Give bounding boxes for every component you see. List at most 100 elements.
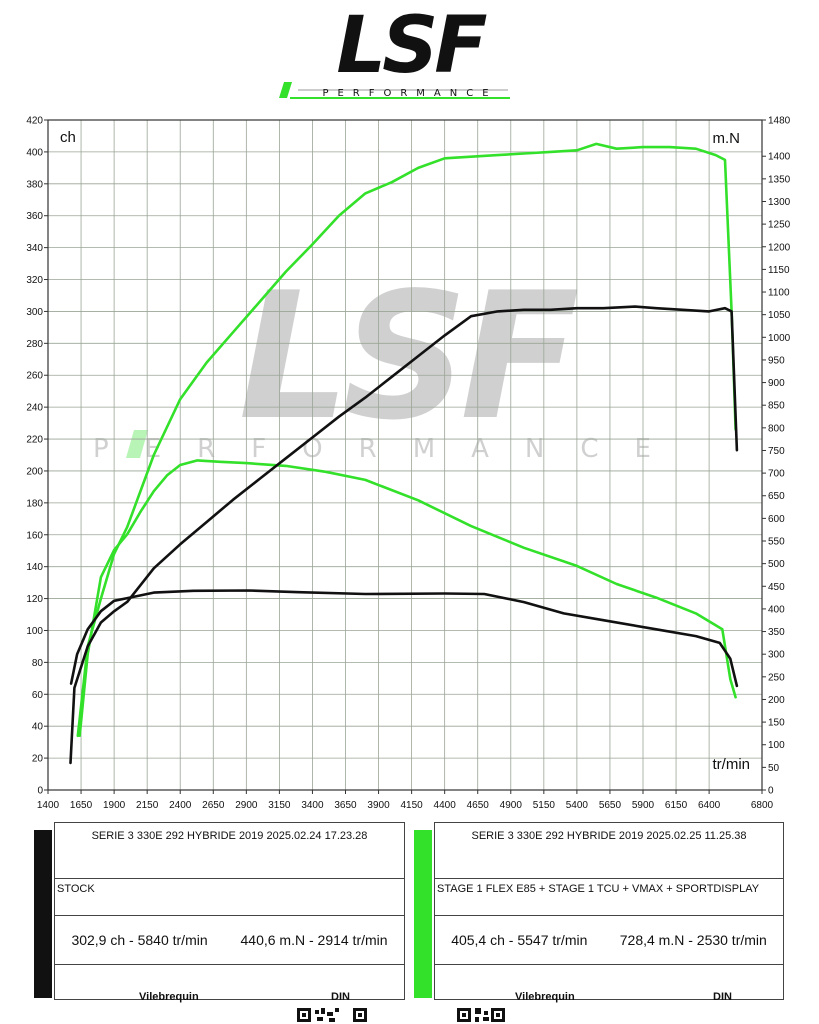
series-swatch-green (414, 830, 432, 998)
left-tick-label: 340 (26, 243, 43, 254)
series-line-green-left (76, 142, 737, 738)
right-tick-label: 100 (768, 740, 785, 751)
right-tick-label: 150 (768, 718, 785, 729)
run-header: SERIE 3 330E 292 HYBRIDE 2019 2025.02.24… (55, 823, 404, 879)
left-tick-label: 420 (26, 116, 43, 127)
right-tick-label: 200 (768, 695, 785, 706)
x-axis-ticks: 1400 1650 1900 2150 2400 2650 2900 3150 3400 3650… (37, 790, 774, 811)
left-axis-label: ch (60, 129, 76, 146)
plot-frame (47, 119, 763, 791)
x-tick-label: 3650 (334, 800, 357, 811)
right-tick-label: 50 (768, 763, 780, 774)
left-tick-label: 400 (26, 147, 43, 158)
x-tick-label: 2900 (235, 800, 258, 811)
chart-series (69, 142, 739, 765)
left-tick-label: 160 (26, 530, 43, 541)
logo-text: LSF (336, 10, 487, 91)
qr-code-left (297, 1008, 367, 1022)
left-tick-label: 140 (26, 562, 43, 573)
x-tick-label: 3400 (301, 800, 324, 811)
left-tick-label: 380 (26, 179, 43, 190)
left-tick-label: 320 (26, 275, 43, 286)
left-axis-ticks: 0 20 40 60 80 100 120 140 160 180 200 220 240 260 280 3… (26, 116, 48, 797)
x-tick-label: 1650 (70, 800, 93, 811)
right-tick-label: 700 (768, 469, 785, 480)
right-tick-label: 600 (768, 514, 785, 525)
series-line-green-right (78, 459, 737, 738)
footer-standard: DIN (331, 991, 350, 1003)
left-tick-label: 120 (26, 594, 43, 605)
watermark: LSF PERFORMANCE (93, 256, 687, 464)
right-tick-label: 450 (768, 582, 785, 593)
left-tick-label: 100 (26, 626, 43, 637)
right-tick-label: 300 (768, 650, 785, 661)
watermark-green-slash (126, 430, 148, 458)
run-config: STOCK (57, 883, 95, 895)
x-tick-label: 6400 (698, 800, 721, 811)
peak-power: 405,4 ch - 5547 tr/min (451, 932, 588, 948)
right-tick-label: 0 (768, 786, 774, 797)
left-tick-label: 360 (26, 211, 43, 222)
x-tick-label: 4400 (434, 800, 457, 811)
footer-standard: DIN (713, 991, 732, 1003)
right-tick-label: 800 (768, 423, 785, 434)
x-tick-label: 6150 (665, 800, 688, 811)
right-tick-label: 400 (768, 604, 785, 615)
right-tick-label: 1400 (768, 152, 791, 163)
watermark-text: LSF (238, 256, 578, 459)
x-tick-label: 5150 (533, 800, 556, 811)
x-tick-label: 5900 (632, 800, 655, 811)
right-tick-label: 1100 (768, 288, 790, 299)
right-tick-label: 1350 (768, 174, 791, 185)
right-tick-label: 550 (768, 537, 785, 548)
x-tick-label: 4150 (400, 800, 423, 811)
left-tick-label: 200 (26, 466, 43, 477)
left-tick-label: 40 (32, 722, 44, 733)
logo-subtext: PERFORMANCE (322, 88, 497, 99)
series-line-black-left (69, 305, 739, 765)
right-tick-label: 1150 (768, 265, 790, 276)
right-tick-label: 250 (768, 672, 785, 683)
right-tick-label: 750 (768, 446, 785, 457)
left-tick-label: 180 (26, 498, 43, 509)
right-tick-label: 350 (768, 627, 785, 638)
plot-border (47, 119, 763, 791)
run-values: 405,4 ch - 5547 tr/min 728,4 m.N - 2530 … (435, 915, 783, 965)
run-config: STAGE 1 FLEX E85 + STAGE 1 TCU + VMAX + … (437, 883, 760, 895)
x-tick-label: 2150 (136, 800, 159, 811)
x-tick-label: 5400 (566, 800, 589, 811)
right-tick-label: 650 (768, 491, 785, 502)
right-axis-ticks: 0 50 100 150 200 250 300 350 400 450 500 550 600 650 7… (762, 116, 791, 797)
x-axis-label: tr/min (713, 756, 751, 773)
x-tick-label: 5650 (599, 800, 622, 811)
x-tick-label: 3900 (367, 800, 390, 811)
right-tick-label: 1200 (768, 242, 791, 253)
left-tick-label: 20 (32, 754, 44, 765)
x-tick-label: 3150 (268, 800, 291, 811)
dyno-chart: LSF PERFORMANCE 1400 1650 1900 2150 2400 2650… (26, 116, 791, 812)
peak-torque: 728,4 m.N - 2530 tr/min (619, 932, 767, 948)
footer-crankshaft: Vilebrequin (139, 991, 199, 1003)
run-info-box: SERIE 3 330E 292 HYBRIDE 2019 2025.02.25… (434, 822, 784, 1003)
right-tick-label: 900 (768, 378, 785, 389)
x-tick-label: 6800 (751, 800, 774, 811)
left-tick-label: 0 (37, 786, 43, 797)
qr-code-right (457, 1008, 505, 1022)
footer-crankshaft: Vilebrequin (515, 991, 575, 1003)
run-values: 302,9 ch - 5840 tr/min 440,6 m.N - 2914 … (55, 915, 404, 965)
x-tick-label: 4650 (467, 800, 490, 811)
peak-torque: 440,6 m.N - 2914 tr/min (240, 932, 388, 948)
run-card-stock: SERIE 3 330E 292 HYBRIDE 2019 2025.02.24… (34, 822, 405, 1003)
logo-green-slash (279, 82, 292, 98)
left-tick-label: 260 (26, 371, 43, 382)
run-header: SERIE 3 330E 292 HYBRIDE 2019 2025.02.25… (435, 823, 783, 879)
x-tick-label: 1900 (103, 800, 126, 811)
left-tick-label: 280 (26, 339, 43, 350)
left-tick-label: 300 (26, 307, 43, 318)
x-tick-label: 1400 (37, 800, 60, 811)
right-tick-label: 1300 (768, 197, 791, 208)
left-tick-label: 80 (32, 658, 44, 669)
left-tick-label: 220 (26, 435, 43, 446)
watermark-subtext: PERFORMANCE (93, 434, 687, 464)
left-tick-label: 240 (26, 403, 43, 414)
